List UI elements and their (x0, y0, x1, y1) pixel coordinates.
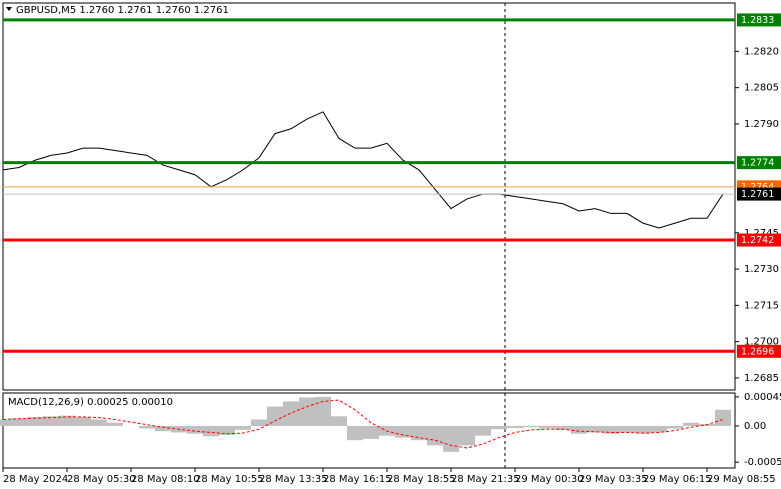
macd-bar (587, 425, 603, 433)
macd-bar (395, 425, 411, 438)
x-tick-label: 29 May 06:15 (643, 474, 712, 485)
macd-bar (59, 415, 75, 426)
y-tick-label: -0.00056 (744, 457, 781, 468)
macd-bar (603, 425, 619, 434)
x-tick-label: 29 May 03:35 (579, 474, 648, 485)
macd-bar (715, 409, 731, 426)
y-tick-label: 1.2745 (744, 228, 779, 239)
macd-bar (363, 425, 379, 439)
level-label-bg (737, 187, 781, 201)
macd-bar (203, 425, 219, 437)
signal-line (2, 399, 724, 449)
macd-bar (507, 425, 523, 428)
macd-bar (219, 425, 235, 436)
macd-bar (139, 425, 155, 429)
level-label-bg (737, 344, 781, 358)
y-tick-label: 1.2715 (744, 300, 779, 311)
level-label: 1.2696 (741, 346, 774, 357)
x-tick-label: 29 May 00:30 (515, 474, 584, 485)
macd-bar (347, 425, 363, 441)
macd-panel (2, 392, 736, 469)
macd-bar (683, 422, 699, 426)
macd-bar (267, 406, 283, 426)
x-tick-label: 28 May 2024 (3, 474, 68, 485)
macd-bar (43, 416, 59, 426)
macd-bar (315, 396, 331, 426)
macd-bar (459, 425, 475, 446)
menu-arrow (6, 7, 12, 11)
macd-bar (651, 425, 667, 433)
x-tick-label: 29 May 08:55 (707, 474, 776, 485)
y-tick-label: 1.2805 (744, 83, 779, 94)
macd-bar (443, 425, 459, 452)
y-tick-label: 0.00045 (744, 392, 781, 403)
level-label: 1.2742 (741, 235, 774, 246)
macd-bar (75, 416, 91, 426)
macd-bar (667, 425, 683, 429)
y-tick-label: 0.00 (744, 421, 766, 432)
macd-bar (571, 425, 587, 434)
x-tick-label: 28 May 13:35 (259, 474, 328, 485)
macd-bar (91, 419, 107, 426)
macd-bar (523, 425, 539, 428)
macd-bar (27, 416, 43, 426)
macd-bar (283, 401, 299, 426)
x-tick-label: 28 May 18:55 (387, 474, 456, 485)
x-tick-label: 28 May 05:30 (67, 474, 136, 485)
x-tick-label: 28 May 08:10 (131, 474, 200, 485)
level-label: 1.2833 (741, 15, 774, 26)
macd-bar (619, 425, 635, 433)
y-tick-label: 1.2700 (744, 337, 779, 348)
chart-title: GBPUSD,M5 1.2760 1.2761 1.2760 1.2761 (16, 5, 229, 16)
macd-bar (107, 422, 123, 426)
x-tick-label: 28 May 10:55 (195, 474, 264, 485)
macd-bar (299, 397, 315, 426)
macd-bar (427, 425, 443, 446)
macd-bar (251, 419, 267, 426)
level-label-bg (737, 233, 781, 247)
macd-bar (235, 425, 251, 430)
level-label-bg (737, 13, 781, 27)
y-tick-label: 1.2820 (744, 46, 779, 57)
macd-title: MACD(12,26,9) 0.00025 0.00010 (8, 397, 173, 408)
level-label: 1.2774 (741, 158, 774, 169)
y-tick-label: 1.2790 (744, 119, 779, 130)
macd-bar (0, 419, 11, 426)
macd-bar (539, 425, 555, 429)
macd-bar (187, 425, 203, 434)
macd-bar (331, 416, 347, 426)
level-label: 1.2764 (741, 182, 774, 193)
level-label: 1.2761 (741, 189, 774, 200)
y-tick-label: 1.2685 (744, 373, 779, 384)
y-tick-label: 1.2730 (744, 264, 779, 275)
macd-bar (491, 425, 507, 430)
macd-bar (475, 425, 491, 436)
level-label-bg (737, 156, 781, 170)
macd-bar (155, 425, 171, 432)
price-panel (2, 2, 736, 391)
x-tick-label: 28 May 21:35 (451, 474, 520, 485)
macd-bar (635, 425, 651, 434)
macd-bar (411, 425, 427, 441)
macd-bar (11, 418, 27, 426)
x-tick-label: 28 May 16:15 (323, 474, 392, 485)
price-line (2, 111, 724, 229)
macd-bar (555, 425, 571, 430)
